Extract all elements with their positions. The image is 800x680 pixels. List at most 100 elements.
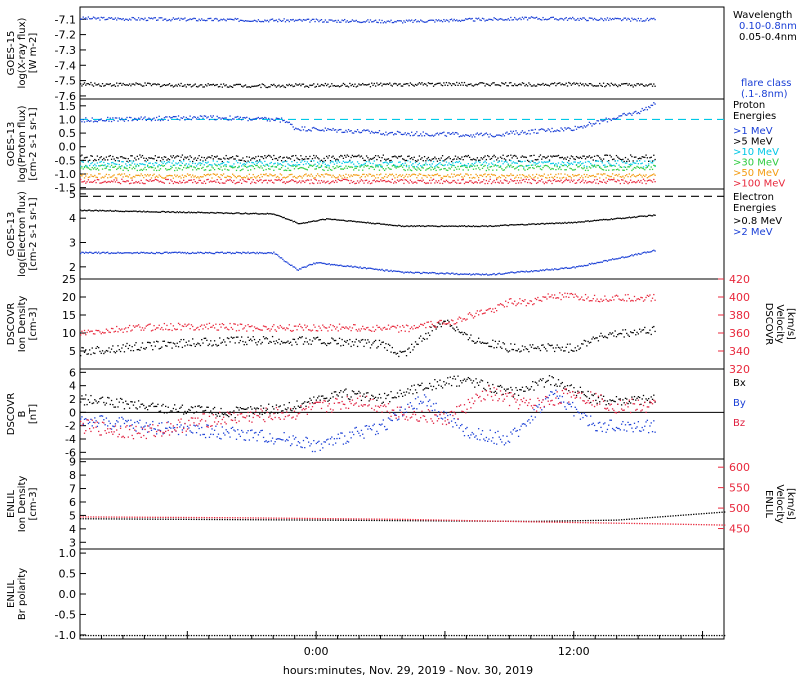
data-point	[609, 118, 611, 121]
data-point	[650, 17, 652, 20]
data-point	[314, 177, 316, 179]
data-point	[543, 156, 545, 158]
data-point	[143, 251, 145, 254]
data-point	[524, 85, 526, 87]
data-point	[131, 168, 133, 170]
data-point	[583, 264, 585, 267]
data-point	[622, 217, 624, 219]
data-point	[121, 178, 123, 180]
data-point	[425, 132, 427, 135]
data-point	[608, 169, 610, 171]
data-point	[117, 210, 119, 212]
data-point	[353, 344, 355, 346]
data-point	[144, 160, 146, 162]
data-point	[569, 343, 571, 345]
data-point	[622, 19, 624, 21]
data-point	[257, 155, 260, 157]
data-point	[470, 174, 472, 176]
data-point	[521, 179, 524, 181]
data-point	[488, 225, 490, 227]
data-point	[183, 18, 185, 20]
data-point	[176, 169, 178, 171]
data-point	[605, 117, 607, 119]
data-point	[425, 332, 427, 335]
data-point	[185, 167, 187, 169]
data-point	[189, 212, 191, 214]
data-point	[411, 131, 413, 133]
data-point	[152, 349, 154, 351]
data-point	[514, 177, 516, 179]
data-point	[118, 18, 120, 20]
data-point	[392, 21, 395, 24]
data-point	[336, 343, 338, 345]
data-point	[423, 164, 426, 166]
data-point	[566, 85, 569, 87]
data-point	[508, 181, 511, 183]
data-point	[552, 179, 554, 182]
data-point	[190, 179, 193, 181]
data-point	[356, 85, 359, 87]
data-point	[548, 179, 551, 181]
data-point	[145, 84, 147, 86]
data-point	[310, 164, 312, 167]
data-point	[320, 173, 323, 176]
data-point	[91, 175, 93, 178]
data-point	[405, 271, 408, 274]
data-point	[544, 161, 547, 163]
data-point	[190, 156, 193, 159]
data-point	[593, 123, 596, 125]
data-point	[405, 19, 408, 21]
data-point	[438, 163, 440, 165]
data-point	[449, 325, 451, 327]
data-point	[278, 168, 280, 170]
data-point	[441, 160, 444, 162]
data-point	[316, 161, 319, 163]
data-point	[390, 269, 392, 272]
data-point	[324, 82, 327, 85]
data-point	[154, 345, 157, 347]
data-point	[583, 165, 585, 167]
data-point	[363, 182, 365, 184]
data-point	[331, 263, 333, 266]
data-point	[606, 165, 609, 168]
data-point	[490, 83, 493, 85]
data-point	[514, 272, 516, 274]
data-point	[378, 130, 381, 132]
data-point	[280, 20, 283, 22]
data-point	[440, 157, 442, 159]
data-point	[313, 182, 315, 185]
data-point	[378, 180, 381, 183]
data-point	[481, 134, 484, 137]
data-point	[396, 176, 399, 178]
data-point	[307, 179, 310, 181]
data-point	[235, 182, 238, 184]
data-point	[316, 128, 319, 131]
data-point	[528, 178, 530, 181]
data-point	[529, 175, 531, 178]
data-point	[170, 85, 172, 87]
data-point	[268, 154, 270, 157]
data-point	[374, 223, 377, 225]
data-point	[295, 166, 297, 168]
data-point	[584, 264, 587, 267]
data-point	[134, 157, 136, 159]
data-point	[95, 18, 97, 20]
data-point	[398, 83, 400, 85]
data-point	[467, 273, 469, 276]
data-point	[248, 86, 251, 88]
data-point	[86, 210, 88, 212]
data-point	[143, 85, 145, 87]
data-point	[163, 340, 166, 342]
data-point	[262, 117, 265, 120]
data-point	[568, 81, 570, 84]
data-point	[270, 174, 272, 176]
data-point	[426, 133, 428, 135]
data-point	[552, 83, 554, 85]
data-point	[94, 174, 96, 177]
data-point	[409, 169, 412, 171]
data-point	[135, 180, 137, 183]
data-point	[458, 182, 460, 184]
data-point	[86, 353, 88, 355]
data-point	[579, 164, 582, 166]
